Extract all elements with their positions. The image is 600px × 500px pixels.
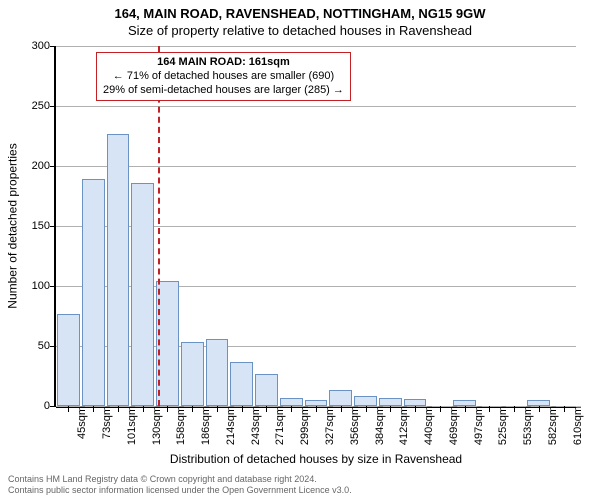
x-tick-mark [465, 406, 466, 412]
x-tick-label: 327sqm [320, 406, 336, 445]
annotation-box: 164 MAIN ROAD: 161sqm← 71% of detached h… [96, 52, 351, 101]
x-tick-mark [68, 406, 69, 412]
x-tick-mark [93, 406, 94, 412]
annotation-line-2: ← 71% of detached houses are smaller (69… [103, 70, 344, 84]
bar [280, 398, 303, 406]
bar [329, 390, 352, 406]
plot-area: 05010015020025030045sqm73sqm101sqm130sqm… [56, 46, 576, 406]
grid-line [56, 46, 576, 47]
x-tick-label: 553sqm [518, 406, 534, 445]
y-tick-label: 100 [32, 280, 56, 292]
bar [107, 134, 130, 406]
x-tick-mark [415, 406, 416, 412]
x-tick-mark [167, 406, 168, 412]
bar [57, 314, 80, 406]
x-tick-label: 130sqm [147, 406, 163, 445]
x-tick-label: 440sqm [419, 406, 435, 445]
page: 164, MAIN ROAD, RAVENSHEAD, NOTTINGHAM, … [0, 0, 600, 500]
annotation-line-3: 29% of semi-detached houses are larger (… [103, 84, 344, 98]
x-tick-label: 384sqm [370, 406, 386, 445]
y-axis-title: Number of detached properties [6, 46, 20, 406]
x-tick-mark [118, 406, 119, 412]
x-tick-mark [143, 406, 144, 412]
x-tick-mark [217, 406, 218, 412]
x-tick-label: 356sqm [345, 406, 361, 445]
x-tick-mark [266, 406, 267, 412]
x-tick-mark [514, 406, 515, 412]
bar [206, 339, 229, 406]
y-tick-label: 250 [32, 100, 56, 112]
y-tick-label: 300 [32, 40, 56, 52]
bar [255, 374, 278, 406]
x-tick-label: 214sqm [221, 406, 237, 445]
bar [230, 362, 253, 406]
x-tick-label: 582sqm [543, 406, 559, 445]
x-tick-label: 271sqm [270, 406, 286, 445]
x-tick-mark [242, 406, 243, 412]
x-tick-label: 101sqm [122, 406, 138, 445]
bar [354, 396, 377, 406]
footer: Contains HM Land Registry data © Crown c… [8, 474, 352, 496]
y-tick-label: 50 [38, 340, 56, 352]
annotation-line-1: 164 MAIN ROAD: 161sqm [103, 56, 344, 70]
x-tick-mark [539, 406, 540, 412]
y-tick-label: 150 [32, 220, 56, 232]
bar [131, 183, 154, 406]
x-tick-label: 525sqm [493, 406, 509, 445]
x-tick-label: 158sqm [171, 406, 187, 445]
grid-line [56, 106, 576, 107]
x-tick-mark [291, 406, 292, 412]
grid-line [56, 166, 576, 167]
x-tick-label: 186sqm [196, 406, 212, 445]
x-tick-label: 45sqm [72, 406, 88, 439]
y-tick-label: 0 [44, 400, 56, 412]
x-tick-label: 243sqm [246, 406, 262, 445]
x-tick-label: 469sqm [444, 406, 460, 445]
x-tick-label: 412sqm [394, 406, 410, 445]
chart-subtitle: Size of property relative to detached ho… [0, 21, 600, 38]
x-tick-label: 73sqm [97, 406, 113, 439]
bar [82, 179, 105, 406]
bar [404, 399, 427, 406]
y-tick-label: 200 [32, 160, 56, 172]
x-tick-mark [440, 406, 441, 412]
x-axis-title: Distribution of detached houses by size … [56, 452, 576, 466]
x-tick-mark [366, 406, 367, 412]
footer-line-1: Contains HM Land Registry data © Crown c… [8, 474, 352, 485]
bar [181, 342, 204, 406]
chart-title: 164, MAIN ROAD, RAVENSHEAD, NOTTINGHAM, … [0, 0, 600, 21]
x-tick-mark [192, 406, 193, 412]
x-tick-label: 610sqm [568, 406, 584, 445]
y-axis-title-text: Number of detached properties [6, 143, 20, 308]
x-tick-mark [341, 406, 342, 412]
footer-line-2: Contains public sector information licen… [8, 485, 352, 496]
x-tick-mark [390, 406, 391, 412]
x-tick-mark [489, 406, 490, 412]
x-tick-mark [564, 406, 565, 412]
x-tick-label: 299sqm [295, 406, 311, 445]
bar [379, 398, 402, 406]
x-tick-label: 497sqm [469, 406, 485, 445]
x-tick-mark [316, 406, 317, 412]
